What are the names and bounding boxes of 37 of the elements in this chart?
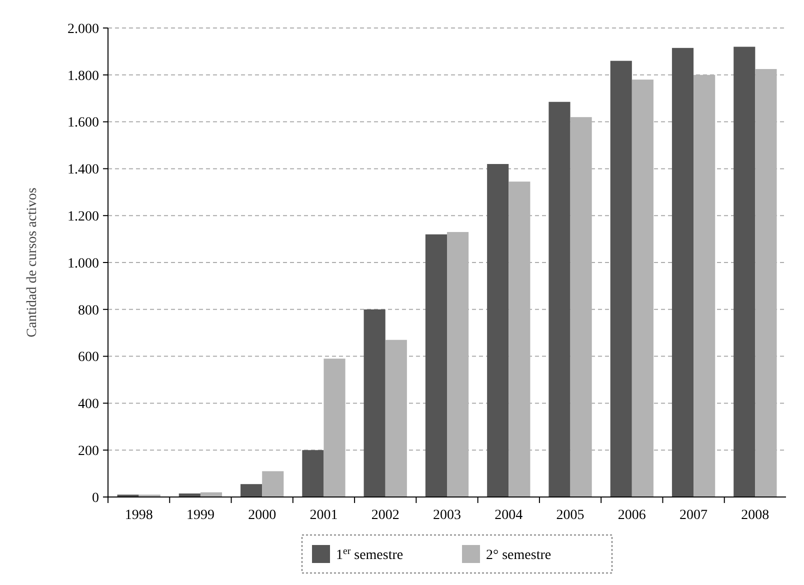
bar [425, 234, 447, 497]
y-tick-label: 1.200 [68, 210, 99, 224]
y-tick-label: 2.000 [68, 22, 99, 37]
y-tick-label: 400 [78, 397, 99, 412]
bar [364, 309, 386, 497]
y-tick-label: 1.000 [68, 256, 99, 272]
legend-label: 1$^{er}$ semestre [336, 546, 404, 563]
bar [610, 60, 632, 497]
x-tick-label: 2008 [741, 508, 770, 523]
x-tick-label: 1998 [124, 508, 153, 523]
bar [734, 46, 756, 497]
bar [755, 69, 777, 497]
x-tick-label: 2000 [248, 508, 276, 523]
x-tick-label: 2002 [371, 508, 400, 523]
y-tick-label: 800 [78, 303, 99, 318]
bar [385, 340, 407, 497]
y-tick-label: 600 [78, 350, 99, 366]
x-tick-label: 2003 [433, 508, 461, 523]
y-axis-title: Cantidad de cursos activos [25, 188, 40, 338]
x-tick-label: 2004 [494, 508, 523, 523]
bar [240, 484, 262, 497]
y-tick-label: 1.800 [68, 68, 99, 84]
y-tick-label: 200 [78, 444, 99, 459]
y-tick-label: 1.400 [68, 162, 99, 178]
bar [672, 48, 694, 497]
bar [262, 471, 284, 497]
x-tick-label: 2006 [618, 508, 646, 523]
x-tick-label: 2005 [556, 508, 584, 523]
x-tick-label: 2007 [680, 508, 708, 523]
legend-label: 2° semestre [486, 548, 552, 563]
x-tick-label: 2001 [310, 508, 338, 523]
y-tick-label: 1.600 [68, 116, 99, 131]
y-tick-label: 0 [92, 490, 99, 506]
bar [548, 102, 570, 497]
x-tick-label: 1999 [186, 508, 214, 523]
bar [487, 164, 509, 497]
bar [302, 450, 324, 497]
